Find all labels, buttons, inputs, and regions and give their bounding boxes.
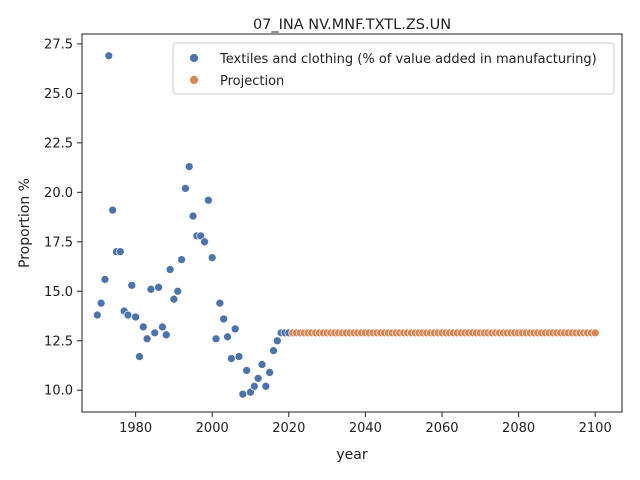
observed-point [238,389,248,399]
observed-point [242,366,252,375]
observed-point [146,284,156,294]
observed-point [227,354,236,363]
x-tick-label: 2040 [349,421,382,436]
y-tick-label: 27.5 [44,37,73,52]
observed-point [234,352,244,361]
y-tick-label: 17.5 [44,235,73,250]
observed-point [138,322,148,332]
observed-point [181,184,190,193]
observed-point [223,332,232,342]
observed-point [100,275,110,284]
observed-point [108,205,117,215]
observed-point [215,298,225,308]
observed-point [257,360,267,369]
observed-point [92,310,102,320]
observed-point [272,336,282,346]
legend-label-projection: Projection [220,74,284,89]
x-tick-label: 2000 [196,421,229,436]
x-tick-label: 2080 [502,421,535,436]
observed-point [158,322,167,332]
chart-title: 07_INA NV.MNF.TXTL.ZS.UN [253,17,451,33]
observed-point [204,195,213,205]
y-tick-label: 10.0 [44,384,73,399]
observed-point [150,328,160,338]
observed-point [188,211,198,221]
y-tick-label: 12.5 [44,334,73,349]
observed-point [253,374,263,383]
x-axis-ticks: 1980 2000 2020 2040 2060 2080 2100 [119,412,612,436]
data-points [92,51,600,399]
legend-marker-projection [189,75,199,85]
observed-point [211,334,221,344]
x-tick-label: 2020 [272,421,305,436]
observed-point [173,286,183,296]
observed-point [96,298,106,308]
observed-point [115,247,125,257]
y-axis-label: Proportion % [17,178,33,268]
observed-point [127,280,137,290]
y-tick-label: 25.0 [44,87,73,102]
observed-point [131,312,140,322]
y-axis-ticks: 10.0 12.5 15.0 17.5 20.0 22.5 25.0 27.5 [44,37,82,399]
observed-point [135,352,144,361]
legend-label-observed: Textiles and clothing (% of value added … [219,52,597,67]
observed-point [104,51,114,61]
legend-marker-observed [189,53,199,63]
observed-point [184,162,194,171]
observed-point [142,334,152,344]
observed-point [261,381,271,391]
x-tick-label: 1980 [119,421,152,436]
observed-point [154,282,163,292]
plot-area [81,33,623,413]
observed-point [165,265,175,274]
y-tick-label: 20.0 [44,186,73,201]
legend: Textiles and clothing (% of value added … [172,42,615,95]
observed-point [207,253,217,262]
x-tick-label: 2060 [425,421,458,436]
observed-point [230,324,240,334]
projection-point [590,328,600,338]
y-tick-label: 22.5 [44,136,73,151]
legend-box [172,42,615,95]
observed-point [200,237,209,247]
observed-point [249,381,259,391]
observed-point [169,294,179,304]
observed-point [269,346,278,355]
observed-point [177,255,186,264]
observed-point [161,330,171,340]
observed-point [123,310,133,320]
observed-point [219,314,229,324]
x-axis-label: year [336,447,367,463]
observed-point [265,368,275,377]
x-tick-label: 2100 [579,421,612,436]
y-tick-label: 15.0 [44,285,73,300]
